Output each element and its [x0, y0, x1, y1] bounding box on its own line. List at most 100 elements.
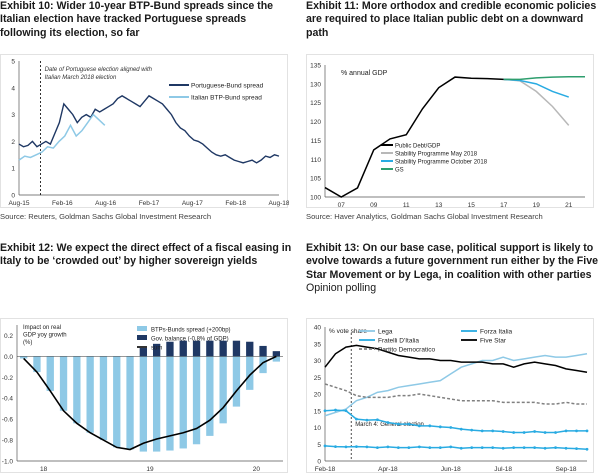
series-marker: [543, 431, 547, 434]
series-line-2: [503, 78, 569, 98]
bar-spread: [166, 356, 174, 451]
legend-label: sum: [151, 345, 162, 351]
sum-line: [23, 355, 277, 451]
y-tick-label: 5: [11, 59, 15, 66]
bar-spread: [139, 356, 148, 452]
x-tick-label: Aug-17: [182, 200, 203, 207]
series-marker: [459, 427, 463, 431]
x-tick-label: 19: [146, 466, 154, 473]
bar-spread: [232, 356, 241, 407]
x-tick-label: Aug-15: [9, 200, 30, 207]
legend-label: Portuguese-Bund spread: [191, 83, 264, 90]
bar-spread: [152, 356, 161, 452]
exhibit-11-title: Exhibit 11: More orthodox and credible e…: [306, 0, 597, 39]
legend-swatch: [137, 335, 147, 340]
series-line-3: [503, 75, 585, 81]
legend-label: Stability Programme October 2018: [395, 159, 488, 165]
series-marker: [417, 445, 421, 449]
bar-spread: [272, 356, 281, 362]
series-line-1: [503, 78, 570, 126]
x-tick-label: 20: [253, 466, 261, 473]
series-marker: [365, 418, 369, 422]
series-marker: [533, 430, 536, 433]
bar-spread: [219, 356, 227, 424]
series-marker: [554, 431, 557, 434]
legend-label: Stability Programme May 2018: [395, 151, 478, 157]
y-tick-label: -0.6: [2, 417, 14, 424]
y-tick-label: -0.2: [2, 375, 14, 382]
bar-gov-balance: [219, 340, 227, 357]
series-marker: [512, 446, 516, 449]
y-tick-label: -0.4: [2, 396, 14, 403]
legend-label: Gov. balance (-0.8% of GDP): [151, 336, 229, 342]
exhibit-11: Exhibit 11: More orthodox and credible e…: [306, 0, 600, 228]
y-tick-label: 20: [314, 392, 322, 399]
y-tick-label: 10: [314, 425, 322, 432]
series-marker: [575, 447, 578, 451]
x-tick-label: Jul-18: [494, 466, 512, 473]
x-tick-label: 21: [565, 202, 573, 209]
series-marker: [512, 431, 516, 434]
bar-gov-balance: [206, 340, 214, 357]
series-marker: [480, 446, 484, 449]
exhibit-10: Exhibit 10: Wider 10-year BTP-Bund sprea…: [0, 0, 294, 228]
y-tick-label: 25: [314, 375, 322, 382]
x-tick-label: 17: [500, 202, 508, 209]
legend-label: BTPs-Bunds spread (+200bp): [151, 327, 231, 333]
y-tick-label: 1: [11, 166, 15, 173]
y-axis-label: % vote share: [329, 328, 367, 335]
series-marker: [376, 446, 379, 449]
series-marker: [365, 445, 369, 449]
series-marker: [470, 446, 474, 449]
y-tick-label: -0.8: [2, 438, 14, 445]
series-marker: [459, 446, 463, 450]
exhibit-10-source: Source: Reuters, Goldman Sachs Global In…: [0, 212, 212, 221]
series-marker: [585, 447, 589, 451]
legend-label: Forza Italia: [480, 328, 513, 335]
series-marker: [407, 422, 411, 426]
series-marker: [323, 444, 327, 448]
y-axis-label: % annual GDP: [341, 70, 388, 77]
y-tick-label: 130: [310, 81, 321, 88]
x-tick-label: Sep-18: [556, 466, 577, 473]
series-marker: [564, 429, 568, 433]
y-tick-label: 40: [314, 325, 322, 332]
bar-spread: [179, 356, 187, 449]
series-line-0: [324, 76, 521, 198]
series-marker: [334, 445, 337, 448]
series-marker: [543, 446, 547, 450]
annotation-label: Date of Portuguese election aligned with: [45, 67, 153, 73]
y-tick-label: 5: [317, 442, 321, 449]
exhibit-12: Exhibit 12: We expect the direct effect …: [0, 242, 294, 475]
y-tick-label: -1.0: [2, 459, 14, 466]
bar-spread: [99, 356, 108, 441]
series-marker: [522, 446, 526, 449]
annotation-label: March 4: General election: [355, 422, 424, 428]
series-marker: [491, 446, 495, 449]
series-marker: [428, 424, 432, 428]
y-tick-label: 35: [314, 341, 322, 348]
series-line-2: [324, 445, 588, 451]
y-tick-label: 0.0: [4, 354, 13, 361]
series-line-0: [324, 353, 588, 417]
y-axis-label: (%): [23, 340, 32, 346]
bar-spread: [246, 356, 254, 390]
exhibit-13-title-text: Exhibit 13: On our base case, political …: [306, 242, 598, 281]
y-tick-label: 120: [310, 119, 321, 126]
bar-gov-balance: [192, 340, 201, 357]
legend-label: Italian BTP-Bund spread: [191, 95, 262, 102]
series-marker: [396, 422, 400, 426]
bar-gov-balance: [166, 341, 174, 357]
y-tick-label: 135: [310, 63, 321, 70]
bar-gov-balance: [232, 340, 241, 357]
exhibit-12-svg: 0.2 0.0 -0.2 -0.4 -0.6 -0.8 -1.0 18 19 20 Impact o…: [2, 325, 283, 473]
series-marker: [376, 418, 379, 422]
exhibit-13-svg: 0 5 10 15 20 25 30 35 40 Feb-18 Apr-18 Jun-18 Jul-18…: [314, 325, 589, 473]
y-tick-label: 15: [314, 408, 322, 415]
series-marker: [396, 446, 400, 449]
bar-gov-balance: [272, 351, 281, 357]
bar-spread: [46, 356, 54, 391]
x-tick-label: Feb-16: [52, 200, 73, 207]
bar-gov-balance: [179, 340, 187, 357]
series-marker: [522, 431, 526, 434]
